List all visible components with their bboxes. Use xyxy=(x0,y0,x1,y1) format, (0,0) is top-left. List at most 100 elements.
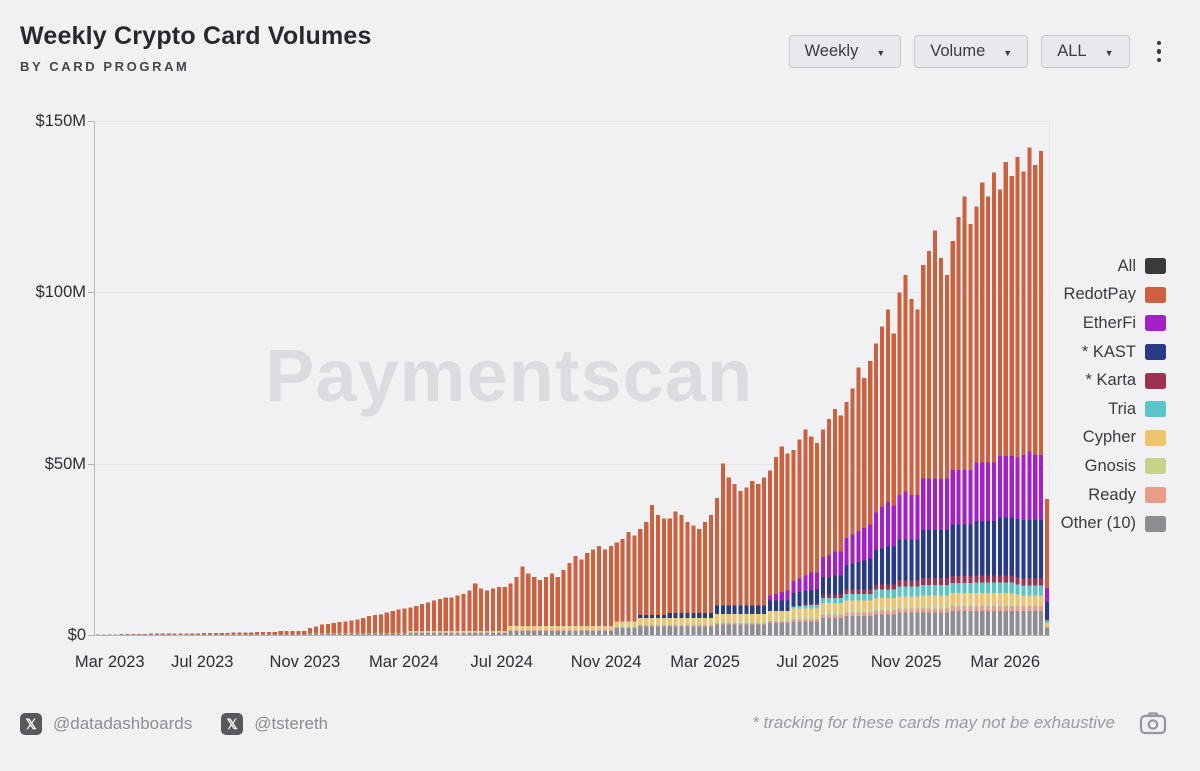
bar-segment xyxy=(661,625,666,627)
bar-segment xyxy=(1039,595,1044,606)
bar-segment xyxy=(1009,592,1014,604)
bar-segment xyxy=(938,584,944,596)
bar-segment xyxy=(655,515,661,615)
bar-segment xyxy=(160,633,165,635)
bar-segment xyxy=(154,633,159,635)
bar-segment xyxy=(396,633,401,635)
bar-segment xyxy=(538,580,543,627)
stacked-bar-chart[interactable] xyxy=(95,121,1050,635)
legend-item-all[interactable]: All xyxy=(1061,252,1166,281)
metric-dropdown[interactable]: Volume ▼ xyxy=(914,35,1029,68)
bar-segment xyxy=(773,456,778,594)
bar-segment xyxy=(820,611,826,615)
bar-segment xyxy=(1003,575,1008,583)
plot-area[interactable]: Paymentscan xyxy=(95,121,1050,635)
bar-segment xyxy=(838,551,843,576)
bar-segment xyxy=(1015,611,1020,635)
bar-segment xyxy=(496,630,501,632)
bar-segment xyxy=(1003,582,1008,593)
bar-segment xyxy=(974,520,979,576)
bar-segment xyxy=(520,626,525,629)
bar-segment xyxy=(367,616,372,634)
chevron-down-icon: ▼ xyxy=(876,47,886,58)
bar-segment xyxy=(991,575,997,583)
bar-segment xyxy=(467,630,472,632)
bar-segment xyxy=(1033,578,1038,586)
bar-segment xyxy=(897,580,902,587)
bar-segment xyxy=(897,608,902,613)
legend-item-other-10[interactable]: Other (10) xyxy=(1061,509,1166,538)
bar-segment xyxy=(443,597,448,631)
bar-segment xyxy=(779,600,784,612)
legend-item-tria[interactable]: Tria xyxy=(1061,395,1166,424)
kebab-menu-icon[interactable] xyxy=(1151,37,1168,67)
camera-icon[interactable] xyxy=(1139,711,1167,735)
bar-segment xyxy=(897,494,902,540)
bar-segment xyxy=(691,623,696,626)
bar-segment xyxy=(744,614,749,621)
bar-segment xyxy=(950,582,955,594)
bar-segment xyxy=(779,623,784,635)
bar-segment xyxy=(1021,578,1026,586)
bar-segment xyxy=(555,629,560,631)
x-tick-label: Mar 2026 xyxy=(970,653,1041,671)
bar-segment xyxy=(809,589,814,604)
bar-segment xyxy=(844,609,849,613)
legend-item-gnosis[interactable]: Gnosis xyxy=(1061,452,1166,481)
bar-segment xyxy=(773,618,778,621)
filter-dropdown[interactable]: ALL ▼ xyxy=(1041,35,1130,68)
bar-segment xyxy=(549,628,554,630)
bar-segment xyxy=(714,620,719,624)
bar-segment xyxy=(591,626,596,629)
bar-segment xyxy=(850,388,855,535)
bar-segment xyxy=(932,584,938,596)
legend-label: Other (10) xyxy=(1060,514,1136,533)
legend-item-redotpay[interactable]: RedotPay xyxy=(1061,281,1166,310)
bar-segment xyxy=(844,538,849,566)
credit-handle[interactable]: @datadashboards xyxy=(53,714,193,733)
bar-segment xyxy=(661,618,666,624)
bar-segment xyxy=(349,633,354,635)
bar-segment xyxy=(915,309,920,495)
bar-segment xyxy=(974,462,979,521)
bar-segment xyxy=(826,555,831,578)
bar-segment xyxy=(1009,517,1014,576)
bar-segment xyxy=(585,629,590,631)
bar-segment xyxy=(461,630,466,632)
bar-segment xyxy=(1015,584,1020,595)
bar-segment xyxy=(1033,611,1038,635)
bar-segment xyxy=(573,630,578,635)
bar-segment xyxy=(1015,604,1020,606)
credit-handle[interactable]: @tstereth xyxy=(254,714,329,733)
bar-segment xyxy=(325,633,330,635)
bar-segment xyxy=(1015,577,1020,585)
bar-segment xyxy=(207,632,213,635)
bar-segment xyxy=(691,625,696,627)
bar-segment xyxy=(950,469,955,525)
bar-segment xyxy=(756,614,761,621)
x-logo-icon[interactable]: 𝕏 xyxy=(221,713,244,735)
interval-dropdown[interactable]: Weekly ▼ xyxy=(788,35,902,68)
bar-segment xyxy=(449,632,454,635)
bar-segment xyxy=(856,589,861,594)
bar-segment xyxy=(644,626,649,635)
bar-segment xyxy=(879,610,885,615)
x-tick-label: Jul 2023 xyxy=(171,653,234,671)
bar-segment xyxy=(962,524,967,577)
bar-segment xyxy=(673,618,678,624)
bar-segment xyxy=(797,608,802,617)
legend-item-karta[interactable]: * Karta xyxy=(1061,366,1166,395)
legend-item-kast[interactable]: * KAST xyxy=(1061,338,1166,367)
legend-item-etherfi[interactable]: EtherFi xyxy=(1061,309,1166,338)
bar-segment xyxy=(190,633,195,635)
bar-segment xyxy=(543,629,549,631)
bar-segment xyxy=(520,630,525,635)
bar-segment xyxy=(231,632,236,635)
legend-item-cypher[interactable]: Cypher xyxy=(1061,424,1166,453)
x-logo-icon[interactable]: 𝕏 xyxy=(20,713,42,735)
bar-segment xyxy=(779,592,784,601)
bar-segment xyxy=(697,613,702,619)
bar-segment xyxy=(950,603,955,607)
bar-segment xyxy=(1027,585,1032,596)
legend-item-ready[interactable]: Ready xyxy=(1061,481,1166,510)
